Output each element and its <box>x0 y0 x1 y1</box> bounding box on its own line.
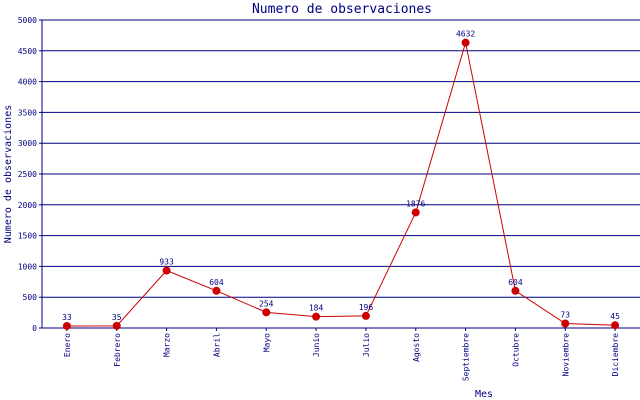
axes <box>39 19 640 331</box>
y-tick-label: 1000 <box>18 262 37 271</box>
x-tick-labels: Enero Febrero Marzo Abril Mayo Junio Julio Agos… <box>63 333 620 381</box>
data-label: 604 <box>508 278 523 287</box>
chart-title: Numero de observaciones <box>252 2 432 17</box>
data-point <box>511 286 520 295</box>
grid-lines <box>42 19 640 298</box>
y-tick-label: 4500 <box>18 47 37 56</box>
data-label: 45 <box>610 312 620 321</box>
x-tick-label: Agosto <box>412 333 421 362</box>
data-point <box>611 321 620 330</box>
x-tick-label: Octubre <box>511 333 520 367</box>
y-tick-label: 3000 <box>18 139 37 148</box>
x-axis-title: Mes <box>475 389 493 400</box>
data-labels: 33 35 933 604 254 184 196 1876 4632 604 73 45 <box>62 30 620 322</box>
data-label: 1876 <box>406 199 425 208</box>
y-tick-label: 5000 <box>18 16 37 25</box>
data-label: 604 <box>209 278 224 287</box>
x-tick-label: Septiembre <box>462 333 471 381</box>
x-tick-label: Diciembre <box>611 333 620 377</box>
y-tick-label: 0 <box>32 324 37 333</box>
data-label: 73 <box>560 311 570 320</box>
data-label: 196 <box>359 303 374 312</box>
data-label: 184 <box>309 304 324 313</box>
y-tick-label: 2000 <box>18 201 37 210</box>
data-label: 33 <box>62 313 72 322</box>
y-tick-label: 500 <box>23 293 38 302</box>
data-point <box>561 319 570 328</box>
x-tick-label: Enero <box>63 333 72 357</box>
y-tick-label: 3500 <box>18 108 37 117</box>
data-point <box>461 38 470 47</box>
data-label: 4632 <box>456 30 475 39</box>
y-tick-label: 1500 <box>18 232 37 241</box>
data-point <box>212 286 221 295</box>
x-tick-label: Junio <box>312 333 321 357</box>
series-line-path <box>66 42 616 327</box>
x-tick-label: Julio <box>362 333 371 357</box>
y-tick-labels: 0 500 1000 1500 2000 2500 3000 3500 4000 4500 5000 <box>18 16 37 333</box>
y-axis-title: Numero de observaciones <box>3 105 14 243</box>
y-tick-label: 4000 <box>18 78 37 87</box>
data-points <box>62 38 620 330</box>
x-tick-label: Noviembre <box>561 333 570 377</box>
data-point <box>112 321 121 330</box>
x-tick-label: Febrero <box>113 333 122 367</box>
data-label: 254 <box>259 299 274 308</box>
data-point <box>411 208 420 217</box>
data-point <box>312 312 321 321</box>
data-point <box>62 321 71 330</box>
x-tick-label: Marzo <box>163 333 172 357</box>
series-line <box>66 42 616 327</box>
data-point <box>162 266 171 275</box>
y-tick-label: 2500 <box>18 170 37 179</box>
x-tick-label: Mayo <box>262 333 271 352</box>
data-point <box>262 308 271 317</box>
data-point <box>361 311 370 320</box>
data-label: 933 <box>159 258 174 267</box>
data-label: 35 <box>112 313 122 322</box>
x-tick-label: Abril <box>212 333 221 357</box>
